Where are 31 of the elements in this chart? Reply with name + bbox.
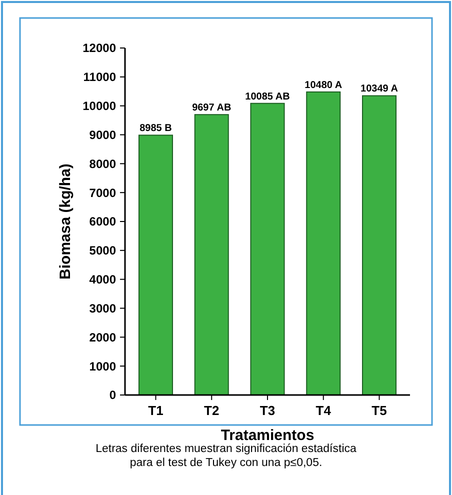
data-label: 10085 AB <box>245 91 290 102</box>
y-tick-label: 11000 <box>83 70 116 84</box>
y-axis-title: Biomasa (kg/ha) <box>57 164 74 280</box>
bar <box>138 134 173 396</box>
y-tick-label: 6000 <box>89 214 116 229</box>
y-tick-label: 5000 <box>89 244 116 258</box>
data-label: 8985 B <box>140 123 172 134</box>
y-tick-label: 0 <box>109 388 116 402</box>
bar <box>362 95 397 396</box>
y-tick-label: 4000 <box>89 272 116 287</box>
y-tick-label: 8000 <box>89 156 116 171</box>
bar <box>306 91 341 396</box>
y-tick-label: 12000 <box>82 41 116 56</box>
y-tick-label: 7000 <box>89 186 116 200</box>
data-label: 10349 A <box>360 84 398 95</box>
text: Letras diferentes muestran significación estadística para el test de Tukey con una p≤0,05. <box>96 443 357 469</box>
y-tick-label: 2000 <box>89 330 116 344</box>
x-tick-label: T1 <box>148 403 164 418</box>
bar <box>250 102 285 396</box>
x-tick-label: T5 <box>372 403 387 418</box>
x-axis-title: Tratamientos <box>220 427 314 444</box>
y-tick-label: 10000 <box>82 99 116 114</box>
y-tick-label: 9000 <box>89 128 116 142</box>
bar <box>194 114 229 396</box>
data-label: 10480 A <box>304 80 342 91</box>
y-tick-label: 1000 <box>89 359 116 374</box>
x-tick-label: T3 <box>260 403 276 418</box>
data-label: 9697 AB <box>192 102 232 114</box>
y-tick-label: 3000 <box>89 301 116 316</box>
x-tick-label: T2 <box>204 403 220 418</box>
x-tick-label: T4 <box>316 403 332 418</box>
